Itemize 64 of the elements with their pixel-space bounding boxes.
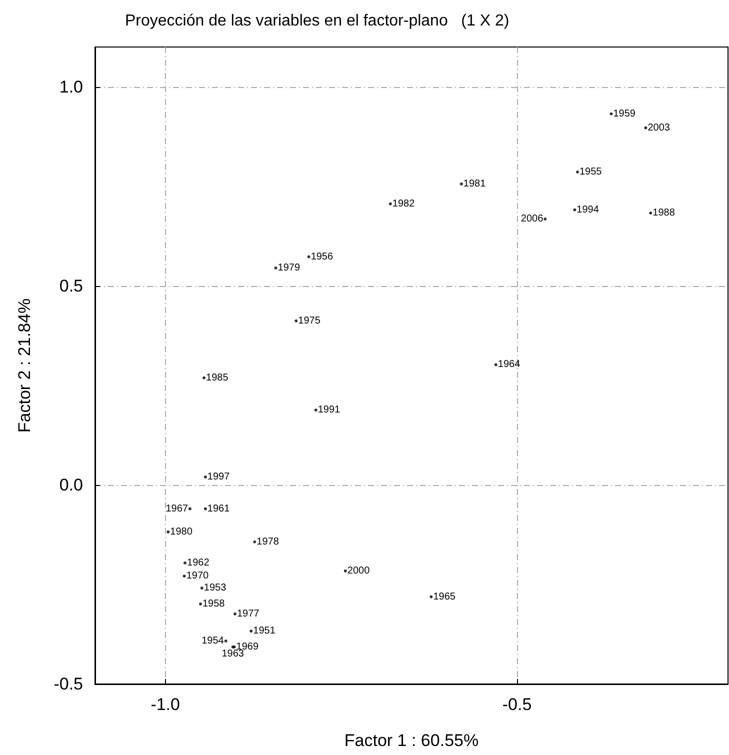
y-axis-title: Factor 2 : 21.84% xyxy=(15,298,34,433)
annotation: 1997 xyxy=(207,471,230,482)
point xyxy=(388,202,392,206)
point xyxy=(460,182,463,186)
annotation: 1964 xyxy=(498,359,521,370)
annotation: 2006 xyxy=(520,213,544,224)
annotation: 1965 xyxy=(433,591,456,602)
point xyxy=(274,266,278,270)
point xyxy=(199,602,202,606)
x-axis-title: Factor 1 : 60.55% xyxy=(344,731,479,750)
point xyxy=(610,112,613,116)
annotation: 1962 xyxy=(187,557,210,568)
annotation: 1951 xyxy=(253,626,276,637)
annotation: 1978 xyxy=(256,536,280,548)
annotation: 2003 xyxy=(648,122,670,134)
point xyxy=(494,363,498,366)
point xyxy=(200,586,204,590)
point xyxy=(182,574,186,578)
annotation: 1958 xyxy=(202,598,226,610)
y-tick-label: 1.0 xyxy=(59,77,83,96)
point xyxy=(649,212,652,215)
point xyxy=(204,507,207,510)
chart-title: Proyección de las variables en el factor-plano (1 X 2) xyxy=(125,12,510,30)
x-tick-label: -1.0 xyxy=(150,695,180,714)
point xyxy=(644,126,648,130)
annotation: 1959 xyxy=(613,108,636,120)
annotation: 1970 xyxy=(186,570,210,582)
point xyxy=(224,640,228,642)
point xyxy=(344,569,347,572)
annotation: 1975 xyxy=(298,315,321,326)
annotation: 1954 xyxy=(202,636,224,647)
annotation: 2000 xyxy=(347,565,370,576)
point xyxy=(202,376,206,380)
annotation: 1981 xyxy=(463,178,486,190)
annotation: 1953 xyxy=(204,582,227,594)
point xyxy=(166,530,170,534)
annotation: 1967 xyxy=(166,503,188,514)
annotation: 1982 xyxy=(392,198,416,210)
y-tick-label: 0.5 xyxy=(59,276,83,296)
annotation: 1994 xyxy=(576,204,600,216)
annotation: 1955 xyxy=(579,166,602,178)
annotation: 1979 xyxy=(278,262,300,274)
point xyxy=(573,208,576,212)
annotation: 1988 xyxy=(652,208,676,219)
point xyxy=(184,561,187,564)
point xyxy=(430,595,433,598)
point xyxy=(204,475,207,478)
annotation: 1980 xyxy=(170,526,193,538)
point xyxy=(253,540,256,544)
point xyxy=(576,170,579,174)
annotation: 1961 xyxy=(207,503,230,514)
point xyxy=(307,255,310,258)
point xyxy=(250,630,253,633)
annotation: 1956 xyxy=(310,251,334,262)
annotation: 1977 xyxy=(236,608,260,620)
point xyxy=(544,217,547,220)
y-tick-label: 0.0 xyxy=(59,475,83,494)
point xyxy=(294,319,298,322)
point xyxy=(188,507,192,510)
point xyxy=(314,408,318,412)
annotation: 1985 xyxy=(206,372,229,384)
point xyxy=(233,612,236,616)
y-tick-label: -0.5 xyxy=(54,674,83,694)
annotation: 1991 xyxy=(318,404,341,416)
